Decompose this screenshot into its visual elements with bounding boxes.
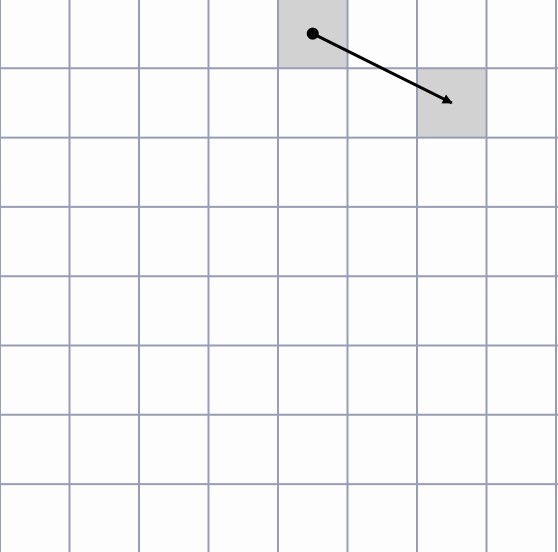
grid-cell[interactable] bbox=[139, 0, 209, 68]
grid-cell[interactable] bbox=[348, 276, 418, 345]
grid-cell[interactable] bbox=[348, 415, 418, 484]
grid-cell[interactable] bbox=[209, 484, 279, 552]
grid-cell[interactable] bbox=[209, 138, 279, 207]
grid-cell[interactable] bbox=[0, 68, 70, 137]
grid-cell[interactable] bbox=[487, 484, 557, 552]
grid-cell[interactable] bbox=[417, 207, 487, 276]
grid-cell[interactable] bbox=[487, 0, 557, 68]
grid-cell[interactable] bbox=[70, 207, 140, 276]
grid-cell[interactable] bbox=[0, 207, 70, 276]
grid-cell[interactable] bbox=[487, 207, 557, 276]
grid-cell[interactable] bbox=[70, 415, 140, 484]
grid-cell[interactable] bbox=[209, 346, 279, 415]
grid-cell[interactable] bbox=[417, 484, 487, 552]
grid-cell[interactable] bbox=[139, 276, 209, 345]
grid-cell[interactable] bbox=[278, 276, 348, 345]
grid-cell[interactable] bbox=[417, 0, 487, 68]
grid-cell[interactable] bbox=[278, 484, 348, 552]
grid-cell[interactable] bbox=[278, 68, 348, 137]
grid-cell[interactable] bbox=[0, 0, 70, 68]
grid-cell[interactable] bbox=[417, 415, 487, 484]
grid-cell[interactable] bbox=[139, 68, 209, 137]
grid-cell[interactable] bbox=[278, 207, 348, 276]
grid-cell[interactable] bbox=[70, 68, 140, 137]
grid-cell[interactable] bbox=[0, 346, 70, 415]
grid-cell[interactable] bbox=[348, 207, 418, 276]
grid-cell[interactable] bbox=[0, 415, 70, 484]
grid-cell[interactable] bbox=[348, 68, 418, 137]
grid-cell[interactable] bbox=[70, 484, 140, 552]
grid-cell[interactable] bbox=[417, 276, 487, 345]
grid-cell[interactable] bbox=[348, 484, 418, 552]
grid-cell[interactable] bbox=[348, 346, 418, 415]
highlighted-cell[interactable] bbox=[417, 68, 487, 137]
grid-cell[interactable] bbox=[487, 415, 557, 484]
grid-cell[interactable] bbox=[417, 346, 487, 415]
grid-cell[interactable] bbox=[0, 138, 70, 207]
grid-cell[interactable] bbox=[139, 207, 209, 276]
grid-cell[interactable] bbox=[139, 484, 209, 552]
grid-cell[interactable] bbox=[417, 138, 487, 207]
grid-cell[interactable] bbox=[487, 138, 557, 207]
grid-cell[interactable] bbox=[139, 415, 209, 484]
grid-cell[interactable] bbox=[70, 276, 140, 345]
grid-cell[interactable] bbox=[348, 0, 418, 68]
grid-cell[interactable] bbox=[487, 68, 557, 137]
grid-cell[interactable] bbox=[487, 346, 557, 415]
grid-cell[interactable] bbox=[278, 415, 348, 484]
grid-cell[interactable] bbox=[487, 276, 557, 345]
grid-cell[interactable] bbox=[209, 68, 279, 137]
grid-cell[interactable] bbox=[278, 138, 348, 207]
grid-cell[interactable] bbox=[278, 346, 348, 415]
grid-cell[interactable] bbox=[209, 276, 279, 345]
grid-cell[interactable] bbox=[209, 207, 279, 276]
grid-cell[interactable] bbox=[0, 276, 70, 345]
grid-cell[interactable] bbox=[209, 0, 279, 68]
grid-cell[interactable] bbox=[70, 0, 140, 68]
grid-cell[interactable] bbox=[70, 138, 140, 207]
grid-cell[interactable] bbox=[139, 138, 209, 207]
grid-cell[interactable] bbox=[139, 346, 209, 415]
grid-cell[interactable] bbox=[209, 415, 279, 484]
grid-cell[interactable] bbox=[70, 346, 140, 415]
grid-cell[interactable] bbox=[348, 138, 418, 207]
grid-cell[interactable] bbox=[0, 484, 70, 552]
